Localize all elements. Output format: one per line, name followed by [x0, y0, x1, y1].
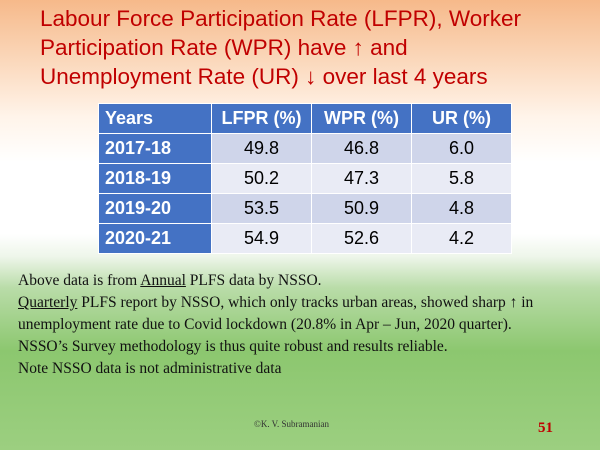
table-row: 2020-21 54.9 52.6 4.2 [98, 223, 512, 254]
title-line: Participation Rate (WPR) have ↑ and [40, 35, 408, 60]
cell: 50.9 [311, 193, 412, 224]
cell: 6.0 [411, 133, 512, 164]
row-label: 2020-21 [98, 223, 212, 254]
note-text: Annual [140, 272, 186, 289]
note-text: PLFS data by NSSO. [185, 272, 322, 289]
note-text: Quarterly [18, 294, 78, 311]
note-paragraph: Note NSSO data is not administrative dat… [18, 358, 586, 380]
note-text: Note NSSO data is not administrative dat… [18, 360, 282, 377]
cell: 47.3 [311, 163, 412, 194]
header-row: Years LFPR (%) WPR (%) UR (%) [98, 103, 512, 134]
row-label: 2019-20 [98, 193, 212, 224]
cell: 4.8 [411, 193, 512, 224]
row-label: 2017-18 [98, 133, 212, 164]
note-text: Above data is from [18, 272, 141, 289]
cell: 46.8 [311, 133, 412, 164]
cell: 4.2 [411, 223, 512, 254]
note-text: PLFS report by NSSO, which only tracks u… [18, 294, 534, 333]
slide-title: Labour Force Participation Rate (LFPR), … [40, 4, 521, 91]
credit: ©K. V. Subramanian [254, 419, 330, 429]
header-cell: UR (%) [411, 103, 512, 134]
cell: 5.8 [411, 163, 512, 194]
notes: Above data is from Annual PLFS data by N… [18, 270, 586, 380]
table-row: 2019-20 53.5 50.9 4.8 [98, 193, 512, 224]
note-paragraph: Above data is from Annual PLFS data by N… [18, 270, 586, 292]
cell: 54.9 [211, 223, 312, 254]
note-paragraph: NSSO’s Survey methodology is thus quite … [18, 336, 586, 358]
table-row: 2018-19 50.2 47.3 5.8 [98, 163, 512, 194]
table-row: 2017-18 49.8 46.8 6.0 [98, 133, 512, 164]
slide-number: 51 [538, 420, 553, 436]
header-cell: WPR (%) [311, 103, 412, 134]
note-text: NSSO’s Survey methodology is thus quite … [18, 338, 448, 355]
title-line: Unemployment Rate (UR) ↓ over last 4 yea… [40, 64, 488, 89]
row-label: 2018-19 [98, 163, 212, 194]
cell: 53.5 [211, 193, 312, 224]
data-table: Years LFPR (%) WPR (%) UR (%) 2017-18 49.8 46.… [98, 103, 512, 254]
cell: 50.2 [211, 163, 312, 194]
cell: 49.8 [211, 133, 312, 164]
cell: 52.6 [311, 223, 412, 254]
note-paragraph: Quarterly PLFS report by NSSO, which onl… [18, 292, 586, 336]
header-cell: Years [98, 103, 212, 134]
header-cell: LFPR (%) [211, 103, 312, 134]
title-line: Labour Force Participation Rate (LFPR), … [40, 6, 522, 31]
